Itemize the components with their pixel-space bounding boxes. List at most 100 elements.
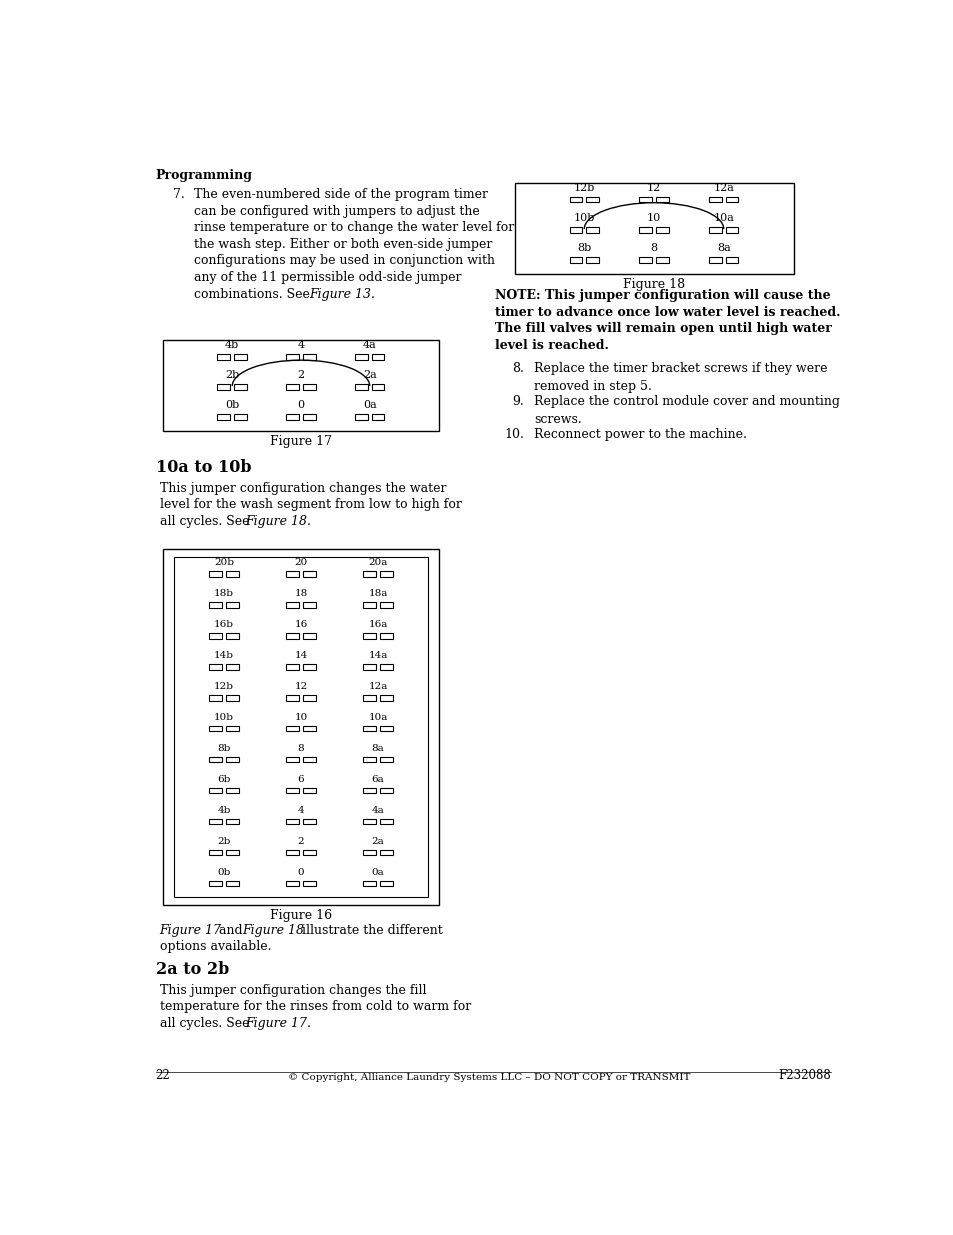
Bar [209, 726, 222, 731]
Text: Figure 17: Figure 17 [270, 435, 332, 447]
Text: 12a: 12a [368, 682, 387, 692]
Text: 10b: 10b [573, 214, 595, 224]
Bar [286, 572, 298, 577]
Text: 7.: 7. [172, 188, 184, 201]
Bar [286, 757, 298, 762]
Bar [226, 850, 238, 856]
Text: Figure 16: Figure 16 [270, 909, 332, 923]
Text: 10: 10 [294, 714, 307, 722]
Text: options available.: options available. [159, 940, 271, 953]
Text: 12: 12 [646, 183, 660, 193]
Bar [586, 227, 598, 232]
Text: combinations. See: combinations. See [194, 288, 314, 300]
Bar [379, 603, 393, 608]
Text: any of the 11 permissible odd-side jumper: any of the 11 permissible odd-side jumpe… [194, 270, 461, 284]
Bar [217, 414, 230, 420]
Bar [226, 634, 238, 638]
Bar [209, 819, 222, 824]
Text: 4a: 4a [362, 341, 376, 351]
Text: 0a: 0a [372, 868, 384, 877]
Bar [286, 664, 298, 669]
Bar [363, 757, 375, 762]
Bar [226, 603, 238, 608]
Bar [379, 850, 393, 856]
Text: 0a: 0a [362, 400, 376, 410]
Text: 0: 0 [297, 868, 304, 877]
Bar [569, 227, 581, 232]
Bar [363, 664, 375, 669]
Bar [363, 726, 375, 731]
Text: 8: 8 [650, 243, 657, 253]
Bar [303, 695, 315, 700]
Text: 20a: 20a [368, 558, 387, 567]
Bar [379, 819, 393, 824]
Bar [363, 572, 375, 577]
Bar [379, 572, 393, 577]
Text: 16: 16 [294, 620, 307, 630]
Bar [234, 414, 247, 420]
Text: 0b: 0b [225, 400, 239, 410]
Bar [286, 414, 298, 420]
Bar [639, 257, 651, 263]
Bar [355, 384, 367, 389]
Text: all cycles. See: all cycles. See [159, 515, 253, 527]
Text: This jumper configuration changes the fill: This jumper configuration changes the fi… [159, 983, 426, 997]
Text: rinse temperature or to change the water level for: rinse temperature or to change the water… [194, 221, 514, 235]
Bar [379, 664, 393, 669]
Text: 8b: 8b [577, 243, 591, 253]
Bar [217, 384, 230, 389]
Bar [286, 384, 298, 389]
Bar [226, 572, 238, 577]
Text: The fill valves will remain open until high water: The fill valves will remain open until h… [495, 322, 831, 335]
Text: temperature for the rinses from cold to warm for: temperature for the rinses from cold to … [159, 1000, 471, 1013]
Bar [303, 384, 315, 389]
Bar [303, 414, 315, 420]
Bar [286, 850, 298, 856]
Text: Replace the control module cover and mounting
screws.: Replace the control module cover and mou… [534, 395, 839, 426]
Text: 16a: 16a [368, 620, 387, 630]
Bar [209, 664, 222, 669]
Text: 18b: 18b [213, 589, 233, 599]
Text: This jumper configuration changes the water: This jumper configuration changes the wa… [159, 482, 446, 494]
Text: Figure 13.: Figure 13. [309, 288, 375, 300]
Bar [514, 183, 793, 274]
Bar [226, 757, 238, 762]
Bar [656, 198, 668, 203]
Bar [303, 664, 315, 669]
Text: 18: 18 [294, 589, 307, 599]
Bar [234, 384, 247, 389]
Text: 9.: 9. [512, 395, 523, 409]
Text: illustrate the different: illustrate the different [297, 924, 442, 936]
Bar [286, 354, 298, 359]
Text: level for the wash segment from low to high for: level for the wash segment from low to h… [159, 498, 461, 511]
Bar [174, 557, 427, 898]
Text: 12b: 12b [573, 183, 595, 193]
Bar [209, 757, 222, 762]
Text: 22: 22 [155, 1070, 171, 1082]
Bar [639, 227, 651, 232]
Text: 8.: 8. [512, 362, 523, 375]
Bar [286, 634, 298, 638]
Text: Reconnect power to the machine.: Reconnect power to the machine. [534, 429, 746, 441]
Bar [226, 664, 238, 669]
Text: 12a: 12a [713, 183, 734, 193]
Text: Replace the timer bracket screws if they were
removed in step 5.: Replace the timer bracket screws if they… [534, 362, 826, 393]
Text: 10: 10 [646, 214, 660, 224]
Bar [355, 414, 367, 420]
Text: the wash step. Either or both even-side jumper: the wash step. Either or both even-side … [194, 238, 493, 251]
Bar [303, 757, 315, 762]
Bar [303, 634, 315, 638]
Text: © Copyright, Alliance Laundry Systems LLC – DO NOT COPY or TRANSMIT: © Copyright, Alliance Laundry Systems LL… [288, 1073, 689, 1082]
Text: Programming: Programming [155, 169, 253, 182]
Bar [363, 850, 375, 856]
Text: F232088: F232088 [778, 1070, 831, 1082]
Bar [656, 227, 668, 232]
Text: 4b: 4b [217, 806, 231, 815]
Text: all cycles. See: all cycles. See [159, 1016, 253, 1030]
Text: 0b: 0b [217, 868, 231, 877]
Text: 18a: 18a [368, 589, 387, 599]
Bar [209, 881, 222, 887]
Bar [372, 414, 384, 420]
Bar [355, 354, 367, 359]
Bar [286, 603, 298, 608]
